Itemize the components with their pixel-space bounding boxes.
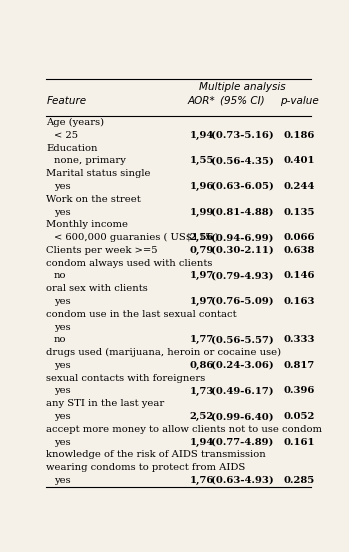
Text: (0.77-4.89): (0.77-4.89) (211, 438, 274, 447)
Text: sexual contacts with foreigners: sexual contacts with foreigners (46, 374, 206, 383)
Text: (0.99-6.40): (0.99-6.40) (211, 412, 274, 421)
Text: 0.285: 0.285 (284, 476, 315, 485)
Text: 0.161: 0.161 (283, 438, 315, 447)
Text: 0.052: 0.052 (283, 412, 315, 421)
Text: 2,52: 2,52 (190, 412, 214, 421)
Text: Multiple analysis: Multiple analysis (199, 82, 286, 92)
Text: yes: yes (54, 322, 70, 332)
Text: (0.76-5.09): (0.76-5.09) (211, 297, 274, 306)
Text: drugs used (marijuana, heroin or cocaine use): drugs used (marijuana, heroin or cocaine… (46, 348, 281, 357)
Text: 1,76: 1,76 (190, 476, 214, 485)
Text: 0.135: 0.135 (283, 208, 315, 216)
Text: Monthly income: Monthly income (46, 220, 128, 229)
Text: any STI in the last year: any STI in the last year (46, 399, 165, 408)
Text: Feature: Feature (46, 96, 87, 106)
Text: oral sex with clients: oral sex with clients (46, 284, 148, 293)
Text: yes: yes (54, 361, 70, 370)
Text: 1,97: 1,97 (190, 272, 214, 280)
Text: (95% CI): (95% CI) (220, 96, 265, 106)
Text: 0.244: 0.244 (283, 182, 315, 191)
Text: (0.30-2.11): (0.30-2.11) (211, 246, 274, 255)
Text: knowledge of the risk of AIDS transmission: knowledge of the risk of AIDS transmissi… (46, 450, 266, 459)
Text: 0.186: 0.186 (283, 131, 315, 140)
Text: 0.401: 0.401 (283, 156, 315, 166)
Text: (0.79-4.93): (0.79-4.93) (211, 272, 274, 280)
Text: 1,97: 1,97 (190, 297, 214, 306)
Text: yes: yes (54, 182, 70, 191)
Text: 1,73: 1,73 (190, 386, 214, 395)
Text: yes: yes (54, 208, 70, 216)
Text: yes: yes (54, 297, 70, 306)
Text: 1,94: 1,94 (190, 131, 214, 140)
Text: 0.066: 0.066 (283, 233, 315, 242)
Text: AOR*: AOR* (188, 96, 216, 106)
Text: 1,96: 1,96 (190, 182, 214, 191)
Text: (0.24-3.06): (0.24-3.06) (211, 361, 274, 370)
Text: 0.817: 0.817 (284, 361, 315, 370)
Text: no: no (54, 336, 66, 344)
Text: (0.63-6.05): (0.63-6.05) (211, 182, 274, 191)
Text: (0.94-6.99): (0.94-6.99) (211, 233, 274, 242)
Text: 0.638: 0.638 (283, 246, 315, 255)
Text: (0.49-6.17): (0.49-6.17) (211, 386, 274, 395)
Text: 1,99: 1,99 (190, 208, 214, 216)
Text: 0,79: 0,79 (190, 246, 214, 255)
Text: condom always used with clients: condom always used with clients (46, 259, 213, 268)
Text: wearing condoms to protect from AIDS: wearing condoms to protect from AIDS (46, 463, 246, 472)
Text: accept more money to allow clients not to use condom: accept more money to allow clients not t… (46, 425, 322, 434)
Text: p-value: p-value (280, 96, 319, 106)
Text: yes: yes (54, 386, 70, 395)
Text: yes: yes (54, 438, 70, 447)
Text: Work on the street: Work on the street (46, 195, 141, 204)
Text: (0.73-5.16): (0.73-5.16) (211, 131, 274, 140)
Text: none, primary: none, primary (54, 156, 126, 166)
Text: yes: yes (54, 412, 70, 421)
Text: (0.56-5.57): (0.56-5.57) (211, 336, 274, 344)
Text: (0.81-4.88): (0.81-4.88) (211, 208, 274, 216)
Text: < 600,000 guaranies ( US$115 ): < 600,000 guaranies ( US$115 ) (54, 233, 218, 242)
Text: 2,56: 2,56 (190, 233, 214, 242)
Text: 1,94: 1,94 (190, 438, 214, 447)
Text: no: no (54, 272, 66, 280)
Text: 0.146: 0.146 (283, 272, 315, 280)
Text: yes: yes (54, 476, 70, 485)
Text: 0.396: 0.396 (283, 386, 315, 395)
Text: Education: Education (46, 144, 98, 153)
Text: (0.63-4.93): (0.63-4.93) (211, 476, 274, 485)
Text: (0.56-4.35): (0.56-4.35) (211, 156, 274, 166)
Text: 0,86: 0,86 (190, 361, 214, 370)
Text: Marital status single: Marital status single (46, 169, 151, 178)
Text: 0.333: 0.333 (283, 336, 315, 344)
Text: 1,77: 1,77 (190, 336, 214, 344)
Text: < 25: < 25 (54, 131, 78, 140)
Text: 1,55: 1,55 (190, 156, 214, 166)
Text: Age (years): Age (years) (46, 118, 104, 127)
Text: Clients per week >=5: Clients per week >=5 (46, 246, 158, 255)
Text: condom use in the last sexual contact: condom use in the last sexual contact (46, 310, 237, 319)
Text: 0.163: 0.163 (283, 297, 315, 306)
